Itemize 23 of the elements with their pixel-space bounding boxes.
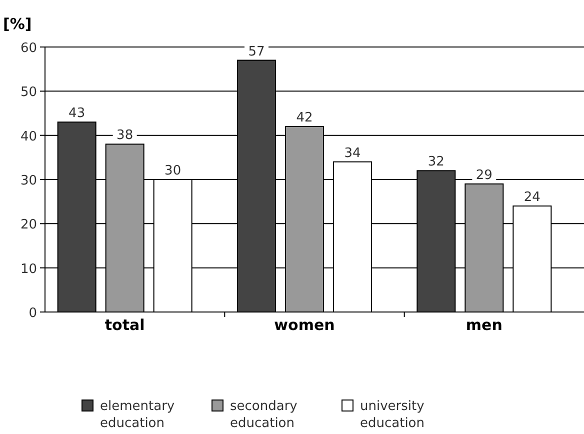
data-label: 32 xyxy=(428,154,444,170)
x-tick-label: women xyxy=(274,316,335,334)
y-axis-title: [%] xyxy=(3,15,32,33)
data-label: 57 xyxy=(248,44,265,60)
x-tick-label: total xyxy=(104,316,145,334)
legend-label: elementary education xyxy=(100,399,175,431)
y-tick-label: 60 xyxy=(20,41,37,56)
data-label: 34 xyxy=(344,146,361,161)
data-label: 42 xyxy=(296,110,313,126)
y-tick-label: 40 xyxy=(20,129,37,144)
legend-label: university education xyxy=(360,399,425,431)
y-tick-label: 0 xyxy=(28,306,37,321)
y-tick-label: 10 xyxy=(20,262,37,277)
legend-label: secondary education xyxy=(230,399,298,431)
data-label: 38 xyxy=(116,128,134,144)
y-tick-label: 50 xyxy=(20,85,37,100)
data-label: 30 xyxy=(164,164,182,178)
y-tick-label: 20 xyxy=(20,218,37,233)
y-tick-label: 30 xyxy=(20,174,37,188)
x-tick-label: men xyxy=(466,316,502,334)
data-label: 29 xyxy=(476,168,492,183)
data-label: 24 xyxy=(524,190,540,205)
data-label: 43 xyxy=(68,106,86,122)
